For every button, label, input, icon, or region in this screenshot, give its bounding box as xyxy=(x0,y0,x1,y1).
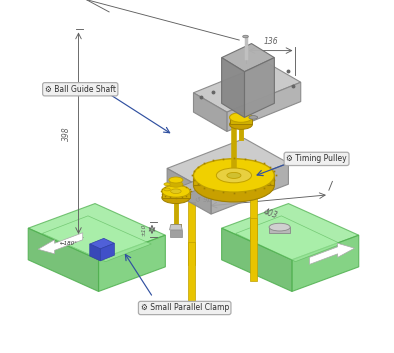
Polygon shape xyxy=(90,244,100,261)
Ellipse shape xyxy=(162,192,190,204)
Ellipse shape xyxy=(193,169,274,202)
Ellipse shape xyxy=(216,168,251,183)
Ellipse shape xyxy=(249,116,258,119)
Polygon shape xyxy=(188,202,195,265)
Polygon shape xyxy=(193,63,301,112)
Polygon shape xyxy=(90,238,114,249)
Text: ±10: ±10 xyxy=(141,223,146,236)
Ellipse shape xyxy=(243,35,248,38)
Ellipse shape xyxy=(230,120,253,129)
Polygon shape xyxy=(211,163,288,214)
Polygon shape xyxy=(169,230,182,237)
Polygon shape xyxy=(162,191,190,198)
Polygon shape xyxy=(167,168,211,214)
Polygon shape xyxy=(179,163,239,197)
Polygon shape xyxy=(188,242,195,306)
Text: ↺ 90°: ↺ 90° xyxy=(195,197,216,203)
Polygon shape xyxy=(193,175,274,185)
Polygon shape xyxy=(28,228,98,292)
Text: ⚙ Small Parallel Clamp: ⚙ Small Parallel Clamp xyxy=(141,304,229,312)
Polygon shape xyxy=(28,204,165,260)
Text: 398: 398 xyxy=(63,126,71,140)
Ellipse shape xyxy=(193,159,274,192)
Polygon shape xyxy=(292,235,359,292)
Polygon shape xyxy=(221,43,274,72)
Ellipse shape xyxy=(171,189,181,193)
Polygon shape xyxy=(221,204,359,260)
Text: 136: 136 xyxy=(263,37,278,46)
Polygon shape xyxy=(269,227,290,233)
Polygon shape xyxy=(169,225,182,230)
Ellipse shape xyxy=(164,183,170,186)
Ellipse shape xyxy=(227,172,241,178)
Polygon shape xyxy=(310,243,355,264)
Text: ←180°: ←180° xyxy=(60,241,78,246)
Ellipse shape xyxy=(169,181,183,187)
Text: ⚙ Ball Guide Shaft: ⚙ Ball Guide Shaft xyxy=(45,85,116,94)
Polygon shape xyxy=(230,118,253,125)
Ellipse shape xyxy=(162,185,190,197)
Polygon shape xyxy=(250,217,257,281)
Text: ⚙ Timing Pulley: ⚙ Timing Pulley xyxy=(286,154,347,163)
Ellipse shape xyxy=(230,113,253,122)
Polygon shape xyxy=(38,233,83,254)
Polygon shape xyxy=(167,138,288,193)
Polygon shape xyxy=(193,93,227,131)
Polygon shape xyxy=(100,243,114,261)
Polygon shape xyxy=(236,216,341,262)
Ellipse shape xyxy=(269,223,290,231)
Polygon shape xyxy=(227,82,301,131)
Ellipse shape xyxy=(164,188,170,191)
Ellipse shape xyxy=(169,177,183,183)
Polygon shape xyxy=(221,58,244,118)
Polygon shape xyxy=(250,177,257,240)
Text: 403: 403 xyxy=(262,208,279,221)
Polygon shape xyxy=(221,228,292,292)
Polygon shape xyxy=(42,216,151,262)
Polygon shape xyxy=(244,58,274,118)
Polygon shape xyxy=(98,235,165,292)
